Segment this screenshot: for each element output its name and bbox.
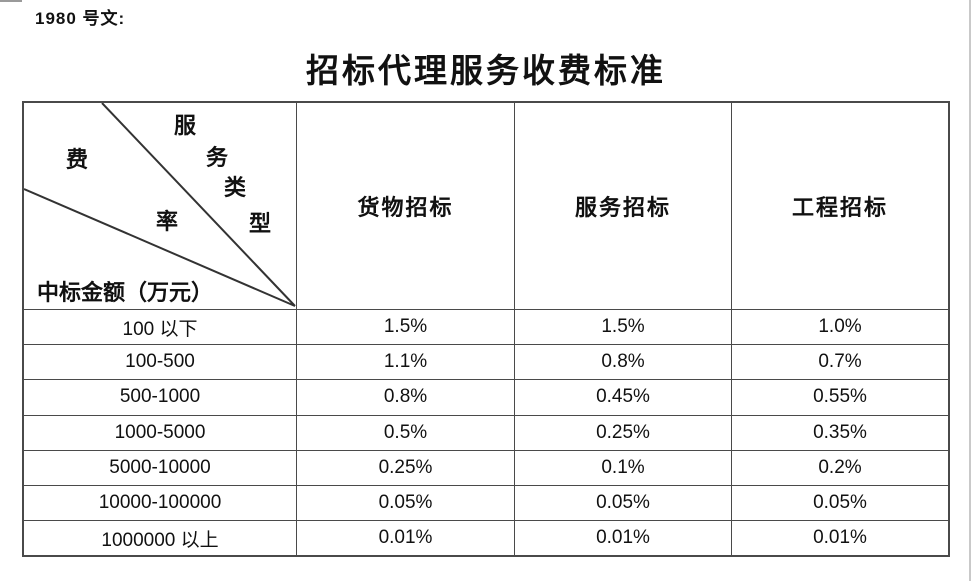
corner-label-service-char: 类: [224, 175, 247, 200]
rate-cell: 0.25%: [296, 449, 514, 485]
column-header-goods: 货物招标: [296, 103, 514, 309]
rate-cell: 0.8%: [296, 379, 514, 415]
diagonal-divider-lines: [24, 103, 296, 307]
rate-cell: 0.05%: [296, 484, 514, 521]
row-range-label: 5000-10000: [24, 449, 296, 485]
row-axis-label: 中标金额（万元）: [37, 280, 214, 305]
rate-cell: 0.01%: [731, 520, 948, 556]
rate-cell: 1.0%: [731, 309, 948, 345]
rate-cell: 0.7%: [731, 344, 948, 380]
fee-standard-table: 服 务 类 型 费 率 中标金额（万元） 货物招标 服务招标 工程招标 100 …: [22, 101, 950, 558]
rate-cell: 0.05%: [514, 484, 731, 521]
page-title: 招标代理服务收费标准: [306, 54, 666, 90]
rate-cell: 0.1%: [514, 449, 731, 485]
corner-label-service-char: 务: [206, 145, 229, 170]
row-range-label: 500-1000: [24, 379, 296, 414]
rate-cell: 0.2%: [731, 449, 948, 485]
rate-cell: 1.5%: [514, 309, 731, 345]
rate-cell: 0.05%: [731, 484, 948, 521]
rate-cell: 0.5%: [296, 414, 514, 450]
rate-cell: 0.25%: [514, 414, 731, 450]
rate-cell: 0.35%: [731, 414, 948, 450]
corner-label-rate-char: 费: [66, 147, 89, 172]
scan-edge-mark: [0, 0, 22, 2]
column-header-engineering: 工程招标: [731, 103, 948, 309]
rate-cell: 0.01%: [296, 520, 514, 556]
column-header-services: 服务招标: [514, 103, 731, 309]
rate-cell: 1.5%: [296, 309, 514, 345]
corner-label-service-char: 服: [174, 113, 197, 138]
rate-cell: 0.45%: [514, 379, 731, 415]
row-range-label: 1000-5000: [24, 414, 296, 450]
row-range-label: 100-500: [24, 344, 296, 379]
rate-cell: 0.8%: [514, 344, 731, 380]
document-reference: 1980 号文:: [35, 9, 126, 28]
rate-cell: 0.55%: [731, 379, 948, 415]
rate-cell: 0.01%: [514, 520, 731, 556]
corner-label-service-char: 型: [249, 211, 272, 236]
corner-label-rate-char: 率: [156, 209, 179, 234]
rate-cell: 1.1%: [296, 344, 514, 380]
table-corner-cell: 服 务 类 型 费 率 中标金额（万元）: [24, 103, 296, 309]
row-range-label: 100 以下: [24, 309, 296, 344]
row-range-label: 10000-100000: [24, 484, 296, 520]
row-range-label: 1000000 以上: [24, 520, 296, 555]
page-right-edge: [969, 0, 971, 581]
